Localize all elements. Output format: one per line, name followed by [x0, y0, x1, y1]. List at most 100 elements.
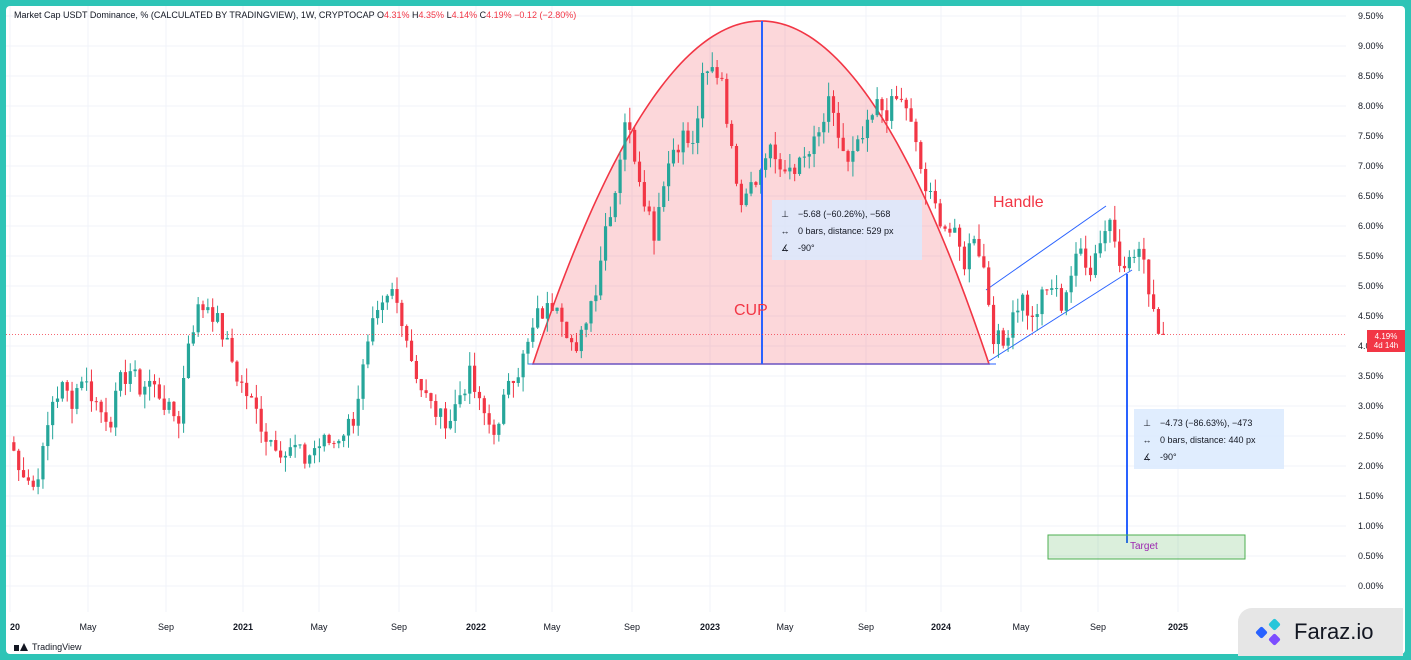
candle-body — [570, 338, 574, 343]
candle-body — [749, 182, 753, 194]
candle-body — [269, 440, 273, 442]
candle-body — [914, 121, 918, 143]
candle-body — [1079, 248, 1083, 254]
change-value: −0.12 (−2.80%) — [514, 10, 577, 20]
candle-body — [681, 130, 685, 153]
candle-body — [584, 323, 588, 330]
candle-body — [686, 130, 690, 144]
chart-canvas[interactable]: 9.50% 9.00% 8.50% 8.00% 7.50% 7.00% 6.50% 6.00%… — [6, 6, 1405, 654]
candle-body — [875, 99, 879, 116]
price-axis: 9.50% 9.00% 8.50% 8.00% 7.50% 7.00% 6.50% 6.00%… — [1358, 11, 1384, 591]
price-tick-label: 6.00% — [1358, 221, 1384, 231]
candle-body — [958, 227, 962, 247]
candle-body — [89, 381, 94, 402]
candle-body — [1035, 314, 1039, 317]
target-label: Target — [1130, 541, 1158, 552]
candle-body — [264, 431, 268, 442]
candle-body — [99, 401, 103, 413]
candle-body — [346, 418, 351, 436]
price-range-icon: ⊥ — [1143, 418, 1151, 428]
candle-body — [613, 193, 617, 218]
candle-body — [991, 304, 996, 345]
candle-body — [439, 408, 443, 417]
candle-body — [1127, 256, 1131, 269]
candle-body — [458, 395, 462, 405]
time-tick-label: 2021 — [233, 622, 253, 632]
grid — [6, 6, 1346, 612]
candle-body — [880, 99, 884, 111]
candle-body — [293, 444, 297, 448]
candle-body — [235, 361, 239, 382]
time-tick-label: 20 — [10, 622, 20, 632]
candle-body — [75, 388, 79, 409]
measure-angle: -90° — [798, 243, 815, 253]
candle-body — [473, 365, 477, 392]
measure-change: −4.73 (−86.63%), −473 — [1160, 418, 1253, 428]
time-tick-label: May — [310, 622, 328, 632]
candle-body — [453, 404, 457, 421]
candle-body — [211, 307, 215, 322]
candle-body — [1137, 248, 1141, 257]
measure-box-cup[interactable]: ⊥ −5.68 (−60.26%), −568 ↔ 0 bars, distance… — [772, 200, 922, 260]
candle-body — [725, 78, 729, 124]
candle-body — [802, 156, 806, 158]
chart-frame: 9.50% 9.00% 8.50% 8.00% 7.50% 7.00% 6.50% 6.00%… — [6, 6, 1405, 654]
time-tick-label: May — [776, 622, 794, 632]
candle-body — [405, 325, 409, 341]
candle-body — [667, 163, 671, 187]
candle-body — [608, 217, 612, 227]
price-tick-label: 3.00% — [1358, 401, 1384, 411]
candle-body — [94, 401, 98, 403]
candle-body — [831, 96, 836, 113]
time-tick-label: May — [1012, 622, 1030, 632]
price-tick-label: 5.50% — [1358, 251, 1384, 261]
candle-body — [80, 381, 84, 389]
candle-body — [1113, 219, 1117, 242]
candle-body — [788, 167, 792, 172]
cup-label: CUP — [734, 302, 768, 319]
price-tick-label: 1.50% — [1358, 491, 1384, 501]
candle-body — [637, 161, 642, 183]
candle-body — [254, 397, 258, 409]
measure-range: 0 bars, distance: 440 px — [1160, 435, 1256, 445]
candle-body — [822, 121, 826, 133]
time-tick-label: May — [543, 622, 561, 632]
candle-body — [31, 480, 35, 487]
candle-body — [797, 157, 802, 174]
candle-body — [167, 401, 171, 410]
candle-body — [308, 455, 312, 464]
candle-body — [768, 144, 773, 159]
candle-body — [754, 182, 758, 185]
candle-body — [288, 447, 292, 456]
candle-body — [395, 289, 399, 303]
candle-body — [114, 390, 118, 428]
candle-body — [128, 371, 132, 384]
candle-body — [671, 149, 676, 164]
candle-body — [342, 435, 346, 441]
tradingview-logo[interactable]: TradingView — [14, 642, 82, 652]
candle-body — [177, 416, 181, 424]
candle-body — [1030, 315, 1034, 317]
candle-body — [691, 142, 695, 144]
candle-body — [657, 207, 661, 241]
candle-body — [904, 99, 908, 109]
candle-body — [1016, 310, 1020, 313]
candle-body — [46, 425, 50, 447]
candle-body — [560, 307, 564, 322]
candle-body — [477, 391, 482, 399]
candle-body — [511, 380, 515, 383]
candle-body — [230, 337, 234, 362]
time-tick-label: 2022 — [466, 622, 486, 632]
candle-body — [1084, 248, 1088, 268]
candle-body — [652, 211, 656, 241]
measure-box-target[interactable]: ⊥ −4.73 (−86.63%), −473 ↔ 0 bars, distance… — [1134, 409, 1284, 469]
candle-body — [972, 238, 976, 244]
candle-body — [376, 310, 380, 319]
time-tick-label: Sep — [1090, 622, 1106, 632]
candle-body — [274, 440, 278, 451]
candle-body — [739, 183, 743, 206]
candle-body — [1132, 256, 1136, 258]
candle-body — [977, 238, 981, 257]
legend-header[interactable]: Market Cap USDT Dominance, % (CALCULATED… — [14, 10, 576, 20]
candle-body — [1122, 265, 1127, 269]
